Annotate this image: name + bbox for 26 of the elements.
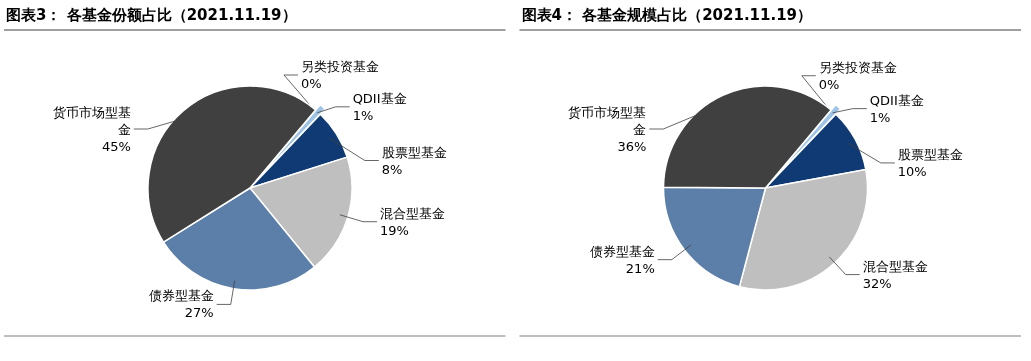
- data-label: 36%: [617, 138, 647, 154]
- data-label: 1%: [869, 109, 891, 125]
- slice-label: 股票型基金: [897, 146, 963, 162]
- slice-label: 混合型基金: [862, 258, 928, 274]
- text: 0%: [301, 76, 322, 91]
- text: 0%: [818, 76, 840, 92]
- category-label: 另类投资基金: [301, 59, 379, 74]
- category-label: 另类投资基金: [818, 59, 897, 75]
- data-label: 8%: [381, 161, 403, 177]
- slice-label: 债券型基金: [148, 288, 214, 304]
- data-label: 32%: [862, 275, 892, 291]
- slice-label: 股票型基金: [381, 144, 447, 160]
- slice-label: QDII基金: [869, 92, 924, 108]
- slice-label: 货币市场型基金: [52, 104, 131, 137]
- data-label: 10%: [897, 163, 927, 179]
- data-label: 19%: [380, 222, 409, 238]
- slice-label: 混合型基金: [380, 205, 446, 221]
- data-label: 21%: [625, 260, 655, 276]
- chart-title: 图表3： 各基金份额占比（2021.11.19）: [6, 6, 297, 24]
- slice-label: 货币市场型基金: [568, 104, 647, 137]
- slice-label: 债券型基金: [589, 243, 655, 259]
- data-label: 27%: [184, 305, 214, 321]
- slice-label: QDII基金: [352, 90, 407, 106]
- data-label: 1%: [352, 107, 374, 123]
- chart-title: 图表4： 各基金规模占比（2021.11.19）: [521, 6, 813, 24]
- data-label: 45%: [101, 138, 131, 154]
